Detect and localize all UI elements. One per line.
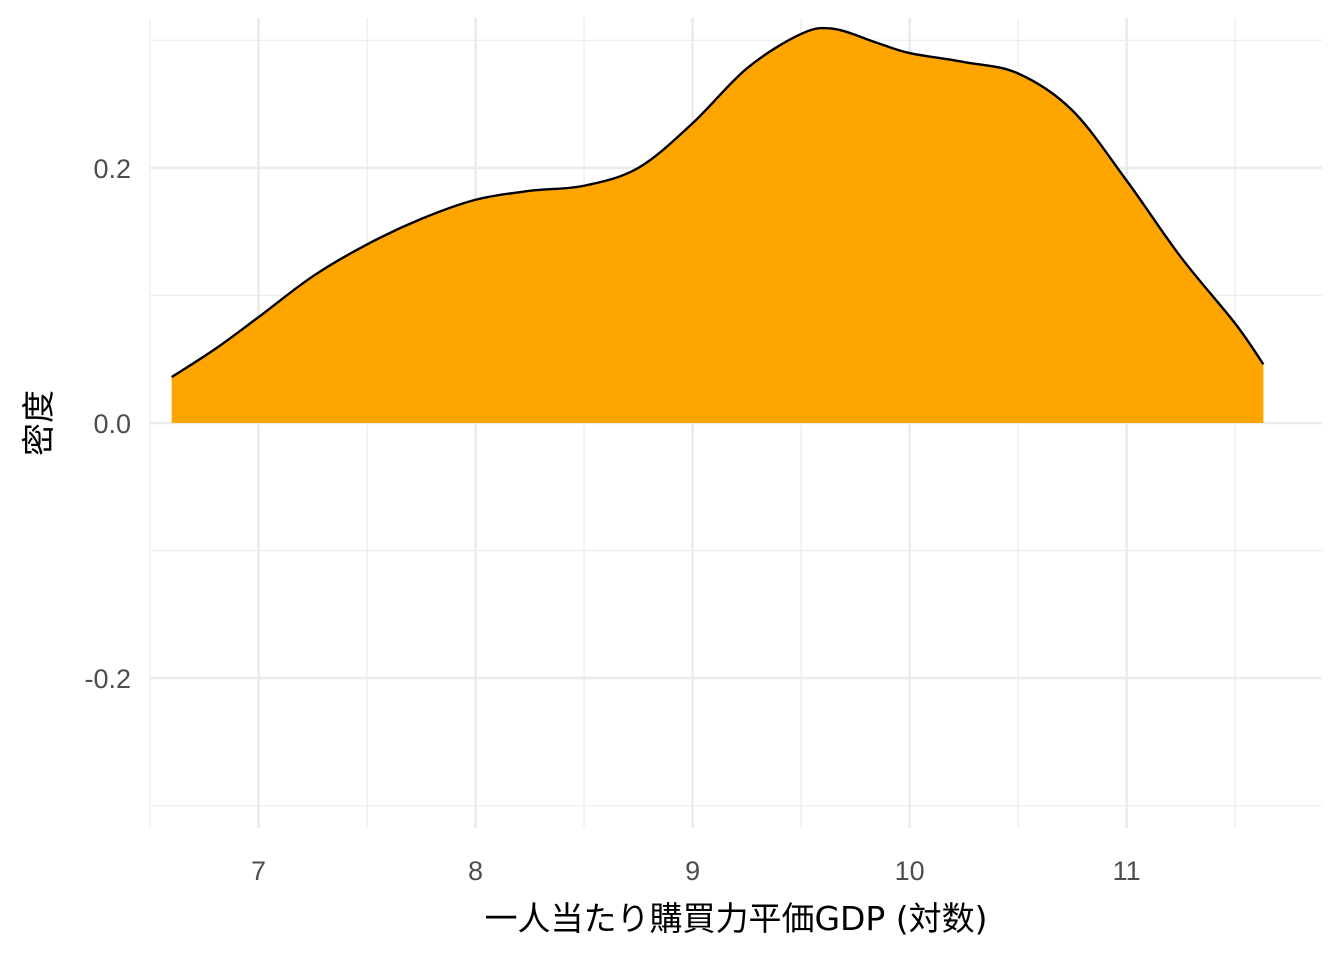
x-tick-labels: 7 8 9 10 11: [251, 856, 1141, 886]
y-tick-label: -0.2: [84, 664, 131, 694]
x-tick-label: 9: [685, 856, 700, 886]
x-axis-title: 一人当たり購買力平価GDP (対数): [484, 899, 987, 938]
y-tick-labels: -0.2 0.0 0.2: [84, 154, 131, 694]
y-tick-label: 0.0: [93, 409, 131, 439]
density-curve: [171, 26, 1265, 379]
x-tick-label: 10: [895, 856, 925, 886]
x-tick-label: 7: [251, 856, 266, 886]
x-tick-label: 8: [468, 856, 483, 886]
density-area: [171, 28, 1264, 424]
x-tick-label: 11: [1113, 856, 1141, 886]
y-axis-title: 密度: [19, 390, 58, 456]
y-tick-label: 0.2: [93, 154, 131, 184]
